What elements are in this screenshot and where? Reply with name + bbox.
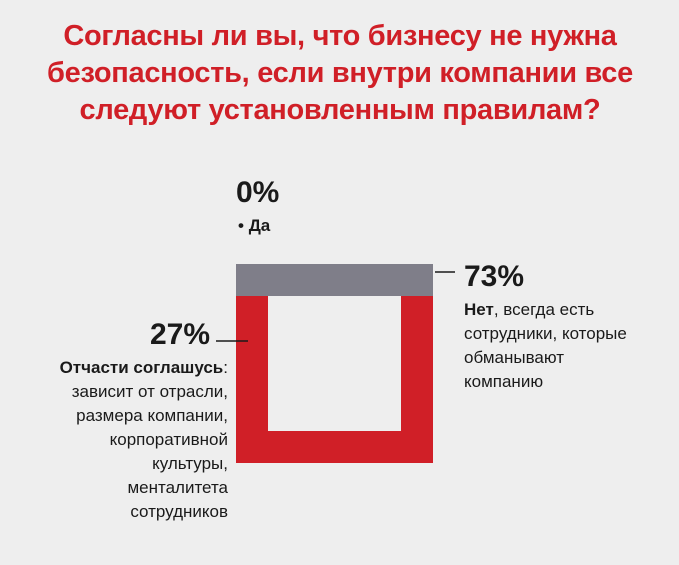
slice-partly-label-line-2: зависит от отрасли,	[71, 382, 228, 401]
slice-yes-label: • Да	[238, 214, 270, 238]
slice-partly-label-line-6: менталитета	[127, 478, 228, 497]
slice-partly-label-line-5: культуры,	[152, 454, 228, 473]
slice-no-label-line-2: сотрудники, которые	[464, 324, 627, 343]
title-line-2: безопасность, если внутри компании все	[47, 57, 633, 89]
slice-partly-segment-3	[236, 264, 433, 296]
slice-no-label-line-4: компанию	[464, 372, 544, 391]
slice-no-segment-2	[236, 280, 268, 463]
title-line-3: следуют установленным правилам?	[79, 94, 601, 126]
slice-no-segment-0	[401, 264, 433, 463]
slice-partly-label-line-3: размера компании,	[76, 406, 228, 425]
slice-no-percent: 73%	[464, 260, 525, 293]
bullet-icon: •	[238, 216, 249, 235]
slice-partly-label-line-7: сотрудников	[130, 502, 228, 521]
slice-partly-percent: 27%	[150, 318, 211, 351]
slice-no-label-line-1: , всегда есть	[493, 300, 595, 319]
slice-no-label: Нет, всегда есть сотрудники, которые обм…	[464, 298, 627, 394]
slice-partly-label: Отчасти соглашусь: зависит от отрасли, р…	[20, 356, 228, 524]
slice-partly-label-line-1: :	[223, 358, 228, 377]
slice-no-label-line-3: обманывают	[464, 348, 565, 367]
slice-yes-label-bold: Да	[248, 216, 271, 235]
slice-partly-label-line-4: корпоративной	[109, 430, 228, 449]
slice-no-segment-1	[236, 431, 433, 463]
slice-yes-percent: 0%	[236, 176, 280, 209]
chart-title: Согласны ли вы, что бизнесу не нужна без…	[20, 18, 660, 129]
slice-partly-label-bold: Отчасти соглашусь	[59, 358, 224, 377]
slice-no-label-bold: Нет	[464, 300, 494, 319]
title-line-1: Согласны ли вы, что бизнесу не нужна	[63, 20, 617, 52]
